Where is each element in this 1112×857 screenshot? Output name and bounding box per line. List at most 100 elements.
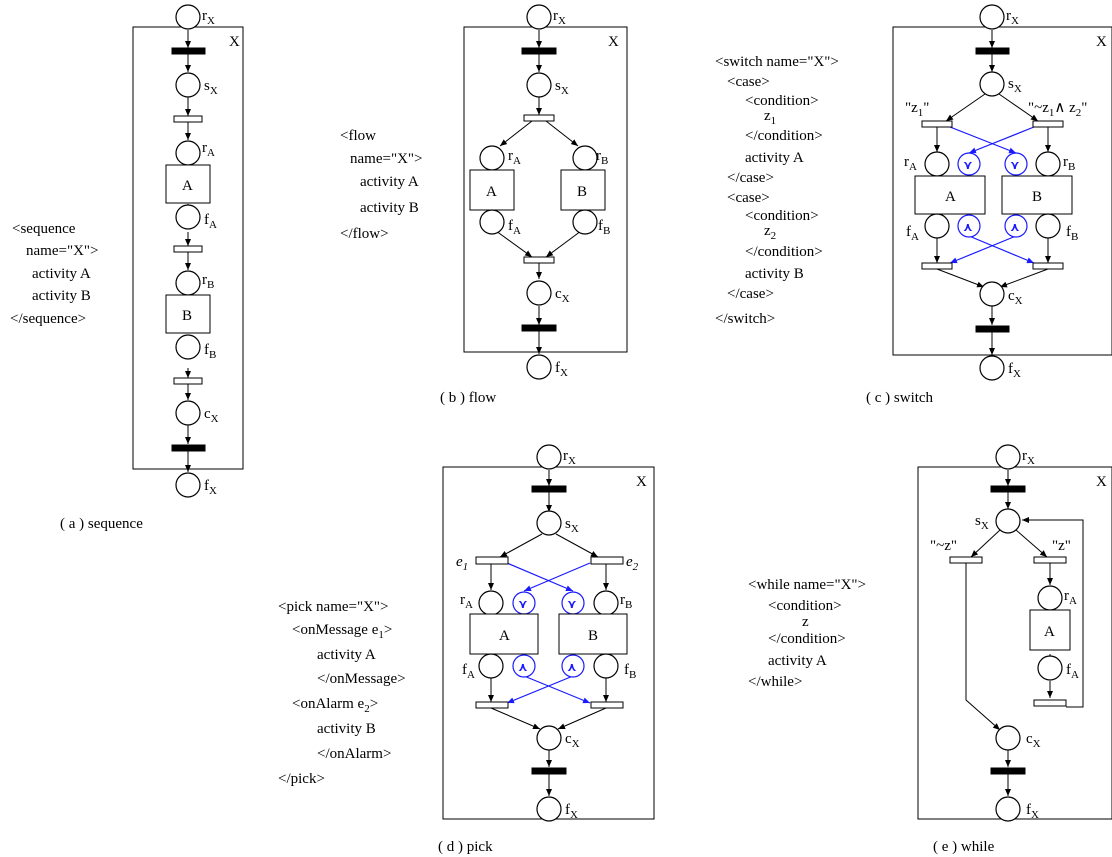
transition-loop bbox=[1033, 556, 1067, 564]
panel-b-code: <flow name="X"> activity A activity B </… bbox=[340, 128, 422, 242]
panel-flow: X <flow name="X"> activity A activity B … bbox=[340, 4, 628, 406]
label-rX: rX bbox=[1022, 448, 1035, 467]
panel-a-box-label: X bbox=[229, 34, 240, 50]
transition-return bbox=[1033, 699, 1067, 707]
transition-start bbox=[990, 485, 1026, 493]
code-line: activity A bbox=[768, 653, 827, 669]
place-cX bbox=[979, 281, 1005, 307]
place-cX bbox=[526, 280, 552, 306]
panel-c-code: <switch name="X"> <case> <condition> z1 … bbox=[715, 54, 839, 327]
caption-b: ( b ) flow bbox=[440, 390, 496, 406]
place-cX bbox=[175, 400, 201, 426]
activity-B-label: B bbox=[577, 184, 587, 200]
code-line: <case> bbox=[727, 190, 770, 206]
place-fB bbox=[593, 653, 619, 679]
transition bbox=[173, 245, 203, 253]
panel-e-code: <while name="X"> <condition> z </conditi… bbox=[748, 577, 866, 690]
activity-A-box bbox=[914, 175, 986, 215]
label-rX: rX bbox=[202, 8, 215, 27]
label-fX: fX bbox=[1008, 361, 1021, 380]
or-icon: ⋎ bbox=[567, 597, 577, 611]
code-line: name="X"> bbox=[350, 151, 422, 167]
or-place-left bbox=[957, 152, 981, 176]
code-line: </while> bbox=[748, 674, 802, 690]
transition-start bbox=[521, 47, 557, 55]
place-rX bbox=[995, 444, 1021, 470]
activity-A-label: A bbox=[499, 628, 510, 644]
transition bbox=[1032, 262, 1064, 270]
code-line: activity B bbox=[745, 266, 804, 282]
code-line: </onAlarm> bbox=[317, 746, 391, 762]
place-fX bbox=[979, 355, 1005, 381]
panel-a-code: <sequence name="X"> activity A activity … bbox=[10, 221, 98, 327]
place-fA bbox=[924, 213, 950, 239]
place-sX bbox=[175, 72, 201, 98]
code-line: name="X"> bbox=[26, 243, 98, 259]
guard-not-z: "~z" bbox=[930, 538, 957, 554]
transition-join bbox=[523, 256, 555, 264]
place-sX bbox=[995, 508, 1021, 534]
code-line: <flow bbox=[340, 128, 376, 144]
place-rX bbox=[526, 4, 552, 30]
transition-exit bbox=[949, 556, 983, 564]
transition-guard-2 bbox=[1032, 120, 1064, 128]
label-e2: e2 bbox=[626, 554, 639, 573]
guard-z: "z" bbox=[1052, 538, 1071, 554]
place-fB bbox=[572, 209, 598, 235]
label-fX: fX bbox=[204, 478, 217, 497]
activity-B-box bbox=[560, 169, 606, 211]
place-fX bbox=[536, 796, 562, 822]
or-icon: ⋎ bbox=[963, 158, 973, 172]
transition-e1 bbox=[475, 556, 509, 565]
code-line: z bbox=[802, 614, 809, 630]
place-fA bbox=[479, 209, 505, 235]
and-icon: ⋏ bbox=[1010, 220, 1020, 234]
activity-B-box bbox=[165, 294, 211, 334]
code-line: </condition> bbox=[768, 631, 846, 647]
place-fB bbox=[175, 334, 201, 360]
and-icon: ⋏ bbox=[518, 660, 528, 674]
code-line: z1 bbox=[764, 108, 776, 127]
place-fA bbox=[478, 653, 504, 679]
code-line: </onMessage> bbox=[317, 671, 406, 687]
activity-A-label: A bbox=[182, 178, 193, 194]
panel-e-box-label: X bbox=[1096, 474, 1107, 490]
or-place-right bbox=[1004, 152, 1028, 176]
transition-start bbox=[171, 47, 206, 55]
place-rB bbox=[572, 145, 598, 171]
and-place-right bbox=[1004, 214, 1028, 238]
transition-e2 bbox=[590, 556, 624, 565]
panel-b-box-label: X bbox=[608, 34, 619, 50]
code-line: activity B bbox=[32, 288, 91, 304]
caption-d: ( d ) pick bbox=[438, 839, 493, 855]
place-rA bbox=[175, 140, 201, 166]
code-line: activity B bbox=[360, 200, 419, 216]
caption-a: ( a ) sequence bbox=[60, 516, 143, 532]
transition-start bbox=[975, 47, 1010, 55]
code-line: <sequence bbox=[12, 221, 76, 237]
place-rX bbox=[175, 4, 201, 30]
code-line: <pick name="X"> bbox=[278, 599, 389, 615]
code-line: <condition> bbox=[745, 208, 819, 224]
label-rX: rX bbox=[553, 8, 566, 27]
label-rX: rX bbox=[563, 448, 576, 467]
transition bbox=[590, 701, 624, 709]
transition-end bbox=[171, 444, 206, 452]
panel-sequence: X <sequence name="X"> activity A activit… bbox=[10, 4, 244, 532]
transition bbox=[173, 377, 203, 385]
label-rX: rX bbox=[1006, 8, 1019, 27]
activity-B-label: B bbox=[1032, 189, 1042, 205]
code-line: </case> bbox=[727, 286, 774, 302]
activity-B-label: B bbox=[182, 308, 192, 324]
place-rB bbox=[593, 590, 619, 616]
transition-end bbox=[521, 324, 557, 332]
or-icon: ⋎ bbox=[518, 597, 528, 611]
transition-end bbox=[531, 767, 567, 775]
transition bbox=[173, 115, 203, 123]
code-line: <condition> bbox=[768, 598, 842, 614]
activity-A-box bbox=[469, 613, 539, 655]
activity-B-box bbox=[1001, 175, 1073, 215]
place-cX bbox=[995, 725, 1021, 751]
panel-c-box-label: X bbox=[1096, 34, 1107, 50]
activity-B-label: B bbox=[588, 628, 598, 644]
